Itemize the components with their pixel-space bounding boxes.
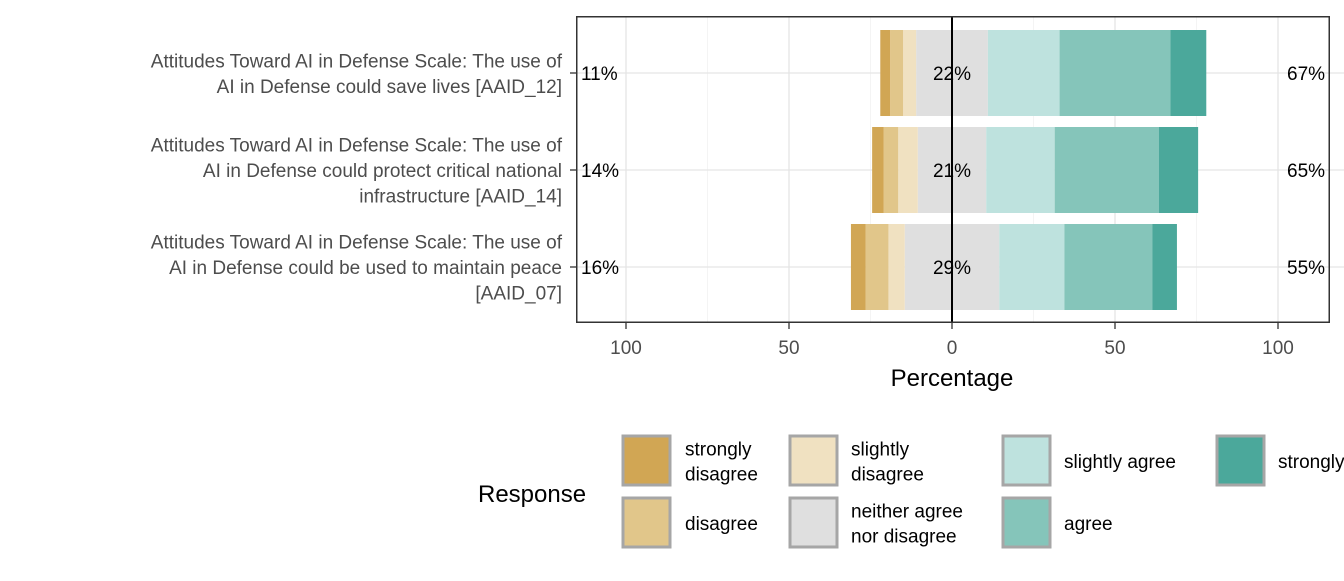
- bar-right-percent-label: 55%: [1287, 258, 1325, 279]
- x-axis-title: Percentage: [891, 365, 1014, 392]
- bar-segment-disagree: [890, 30, 904, 116]
- bar-segment-strongly-agree: [1152, 224, 1177, 310]
- legend-key: [788, 496, 839, 549]
- panel-border: [576, 16, 1330, 323]
- legend-entry-label: agree: [1064, 514, 1113, 535]
- legend-entry-label: slightly agree: [1064, 452, 1176, 473]
- x-tick-label: 100: [610, 338, 642, 359]
- bar-segment-neither-right: [952, 127, 987, 213]
- bar-segment-neither-right: [952, 30, 988, 116]
- legend-entry-label: neither agree: [851, 502, 963, 523]
- bar-segment-disagree: [865, 224, 889, 310]
- bar-segment-slightly-disagree: [903, 30, 917, 116]
- y-tick-label: AI in Defense could protect critical nat…: [203, 161, 562, 182]
- legend-entry-label: disagree: [685, 514, 758, 535]
- bar-segment-slightly-agree: [999, 224, 1065, 310]
- legend-entry-label: disagree: [685, 465, 758, 486]
- legend-entry-label: strongly: [685, 440, 752, 461]
- legend-entry-label: slightly: [851, 440, 910, 461]
- bar-segment-slightly-disagree: [888, 224, 905, 310]
- bar-segment-strongly-disagree: [850, 224, 866, 310]
- legend-entry-label: strongly agree: [1278, 452, 1344, 473]
- bar-segment-strongly-agree: [1159, 127, 1199, 213]
- bar-left-percent-label: 16%: [581, 258, 619, 279]
- bar-segment-neither-left: [917, 127, 952, 213]
- bar-segment-strongly-disagree: [872, 127, 884, 213]
- bar-segment-disagree: [883, 127, 899, 213]
- x-tick-label: 50: [1104, 338, 1125, 359]
- plot-area: 11% 22% 67%14% 21% 65%16% 29% 55%: [576, 16, 1344, 323]
- legend-key: [1001, 496, 1052, 549]
- bar-left-percent-label: 14%: [581, 161, 619, 182]
- y-tick-label: AI in Defense could be used to maintain …: [169, 258, 562, 279]
- bar-right-percent-label: 67%: [1287, 64, 1325, 85]
- legend-key: [621, 434, 672, 487]
- bar-segment-agree: [1064, 224, 1153, 310]
- bar-segment-neither-right: [952, 224, 1000, 310]
- bar-segment-strongly-disagree: [880, 30, 891, 116]
- x-tick-label: 0: [947, 338, 958, 359]
- bar-segment-neither-left: [904, 224, 952, 310]
- legend-title: Response: [478, 481, 586, 508]
- bar-segment-slightly-disagree: [898, 127, 918, 213]
- y-tick-label: Attitudes Toward AI in Defense Scale: Th…: [151, 51, 563, 72]
- bar-left-percent-label: 11%: [581, 64, 618, 85]
- bar-segment-agree: [1054, 127, 1160, 213]
- legend-entry-label: nor disagree: [851, 527, 957, 548]
- bar-segment-slightly-agree: [987, 30, 1060, 116]
- y-tick-label: [AAID_07]: [475, 284, 562, 305]
- y-tick-label: infrastructure [AAID_14]: [359, 187, 562, 208]
- y-tick-label: Attitudes Toward AI in Defense Scale: Th…: [151, 136, 563, 157]
- bar-segment-agree: [1059, 30, 1171, 116]
- bar-segment-slightly-agree: [986, 127, 1055, 213]
- y-tick-label: Attitudes Toward AI in Defense Scale: Th…: [151, 233, 563, 254]
- x-tick-label: 50: [778, 338, 799, 359]
- legend-entry-label: disagree: [851, 465, 924, 486]
- bar-segment-strongly-agree: [1170, 30, 1207, 116]
- bar-segment-neither-left: [916, 30, 952, 116]
- bar-right-percent-label: 65%: [1287, 161, 1325, 182]
- legend-key: [788, 434, 839, 487]
- legend-key: [621, 496, 672, 549]
- y-tick-label: AI in Defense could save lives [AAID_12]: [217, 77, 562, 98]
- legend-key: [1215, 434, 1266, 487]
- x-tick-label: 100: [1262, 338, 1294, 359]
- legend-key: [1001, 434, 1052, 487]
